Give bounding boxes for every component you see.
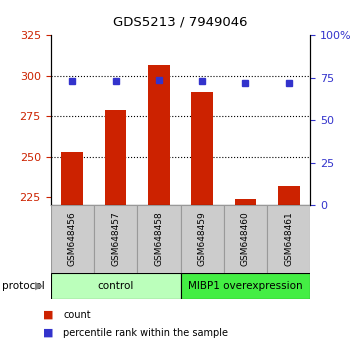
Bar [61, 152, 83, 205]
Bar [191, 92, 213, 205]
Bar [278, 186, 300, 205]
Text: GSM648459: GSM648459 [198, 212, 206, 266]
Text: ▶: ▶ [35, 281, 44, 291]
Text: GSM648457: GSM648457 [111, 212, 120, 266]
Bar [235, 199, 256, 205]
Bar [105, 110, 126, 205]
Text: GSM648460: GSM648460 [241, 212, 250, 266]
Text: ■: ■ [43, 310, 54, 320]
Text: GDS5213 / 7949046: GDS5213 / 7949046 [113, 16, 248, 29]
Text: GSM648458: GSM648458 [155, 212, 163, 266]
Text: count: count [63, 310, 91, 320]
Bar [224, 205, 267, 273]
Text: MIBP1 overexpression: MIBP1 overexpression [188, 281, 303, 291]
Bar [148, 64, 170, 205]
Text: percentile rank within the sample: percentile rank within the sample [63, 328, 228, 338]
Bar [51, 205, 94, 273]
Bar [94, 205, 137, 273]
Text: control: control [97, 281, 134, 291]
Text: ■: ■ [43, 328, 54, 338]
Bar [267, 205, 310, 273]
Text: GSM648461: GSM648461 [284, 212, 293, 266]
Bar [51, 273, 180, 299]
Bar [137, 205, 180, 273]
Bar [180, 273, 310, 299]
Bar [180, 205, 224, 273]
Text: GSM648456: GSM648456 [68, 212, 77, 266]
Text: protocol: protocol [2, 281, 44, 291]
